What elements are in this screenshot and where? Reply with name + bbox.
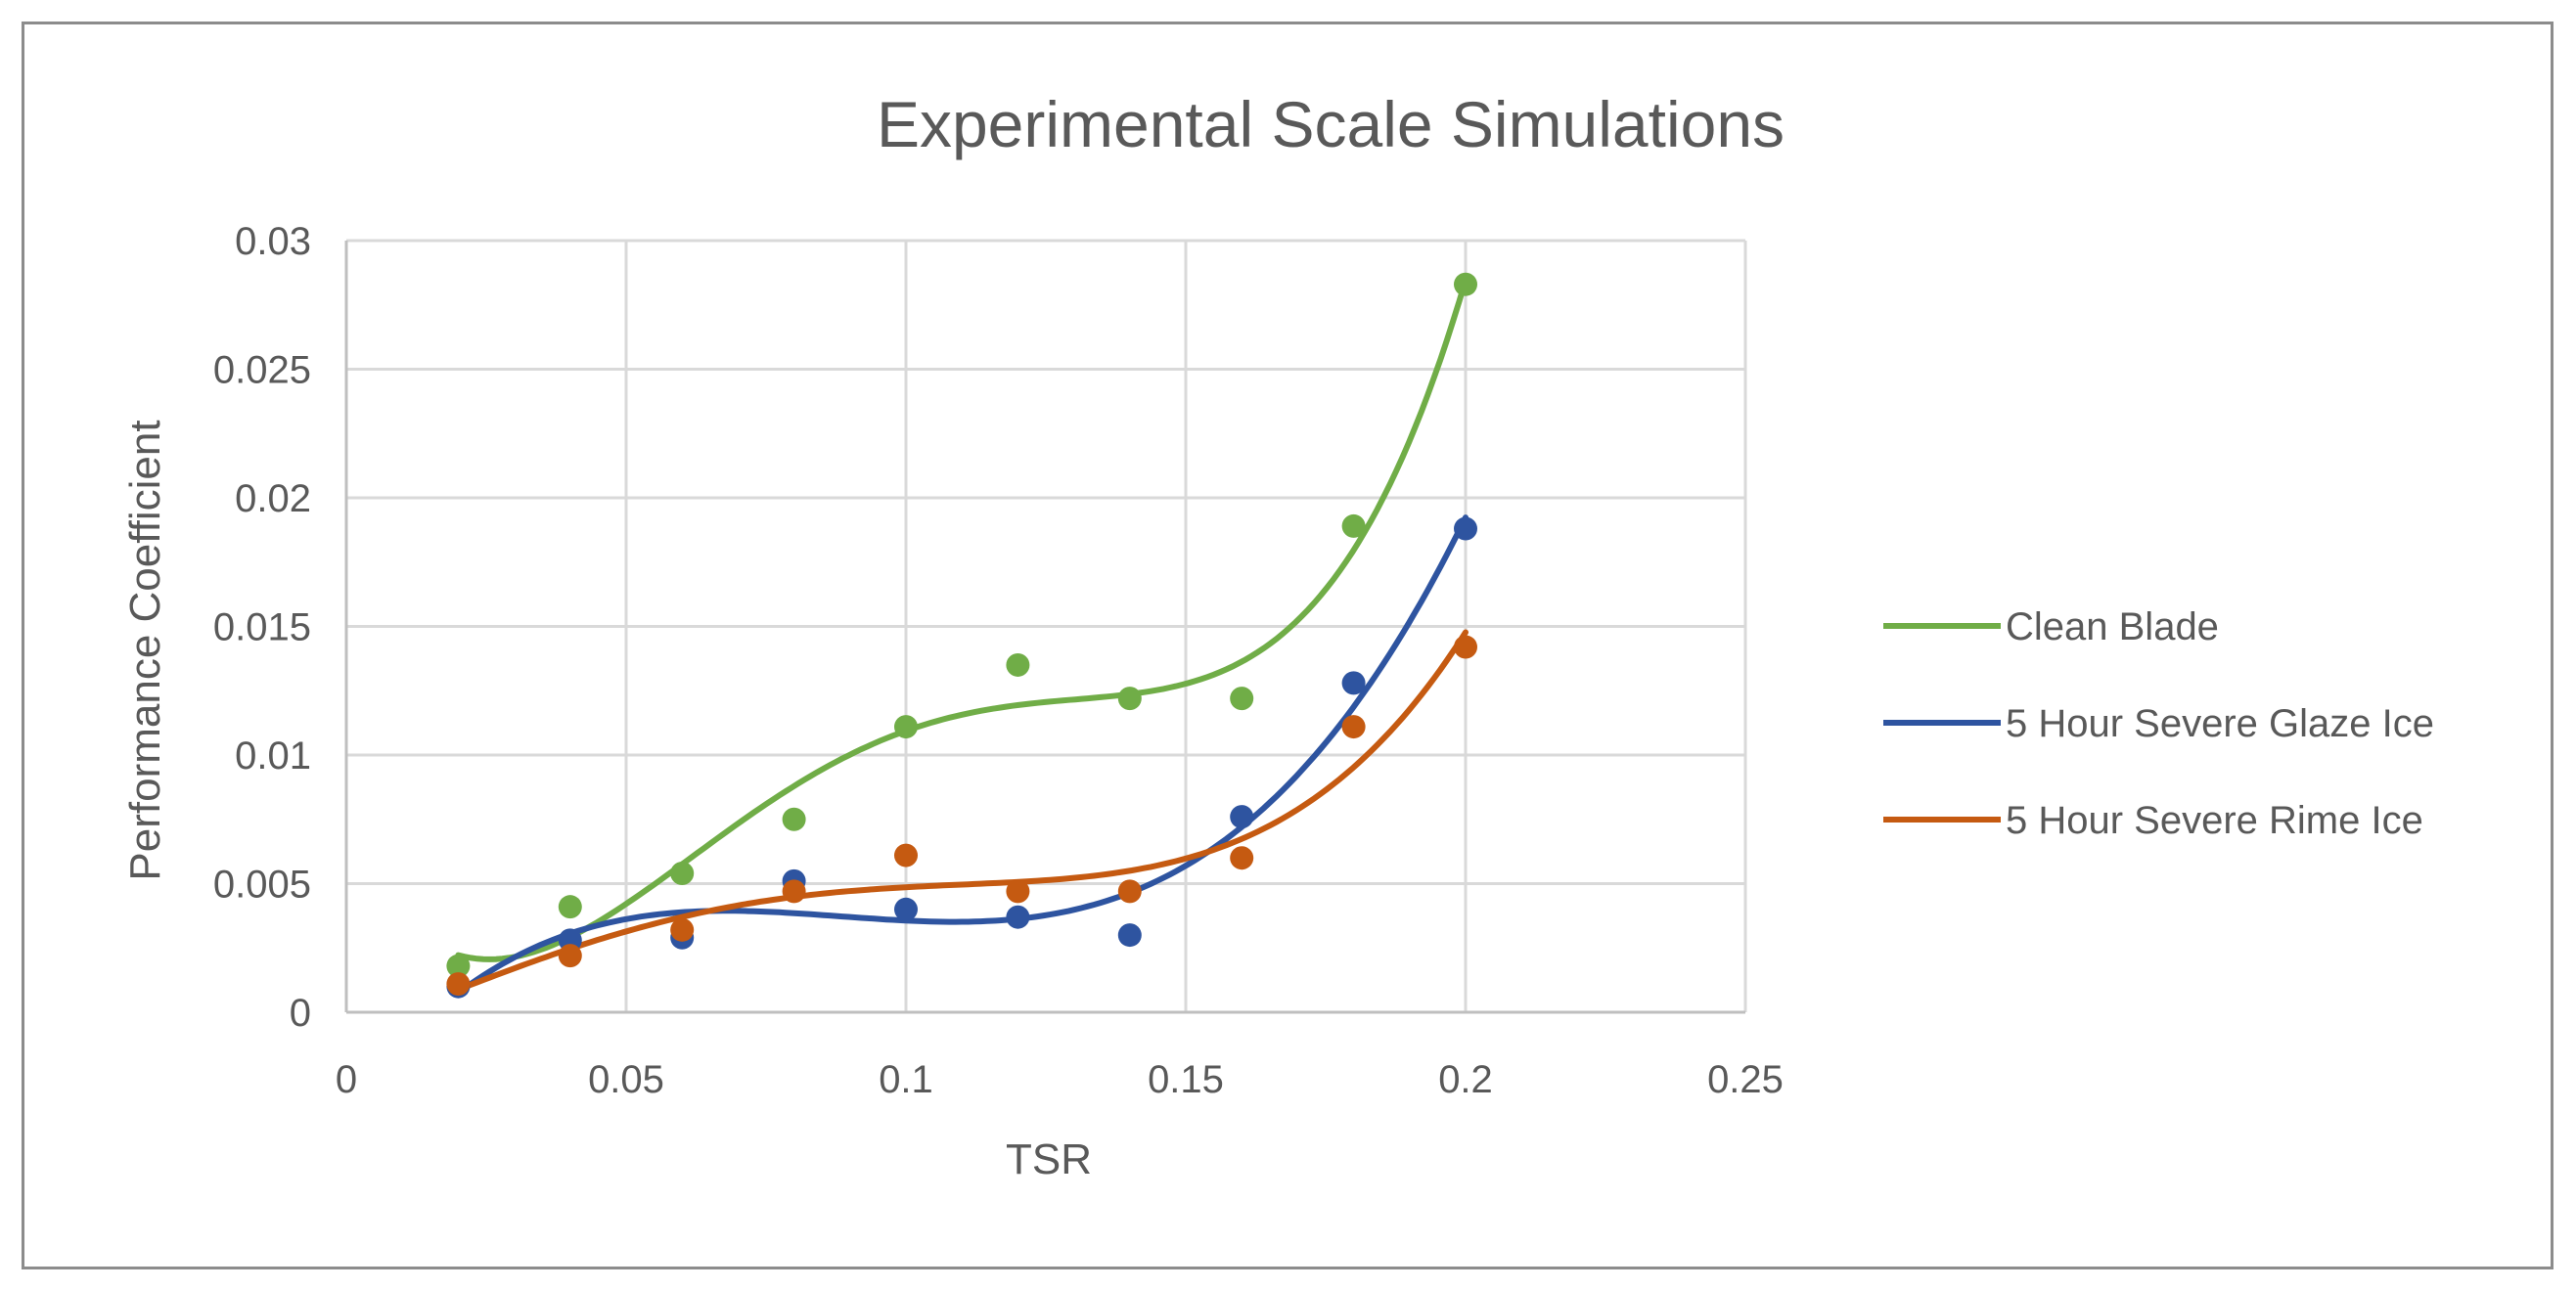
data-point-clean-blade — [782, 807, 806, 831]
grid-layer — [346, 239, 1747, 1014]
data-point-5-hour-severe-rime-ice — [558, 944, 582, 968]
trendline-5-hour-severe-glaze-ice — [455, 514, 1469, 997]
y-tick-label: 0.025 — [213, 349, 311, 392]
data-point-clean-blade — [1117, 687, 1142, 711]
trendline-5-hour-severe-rime-ice — [455, 629, 1469, 993]
data-point-5-hour-severe-rime-ice — [1341, 715, 1366, 739]
y-tick-label: 0.01 — [235, 734, 311, 778]
legend-label-5-hour-severe-glaze-ice: 5 Hour Severe Glaze Ice — [2006, 702, 2434, 745]
data-point-clean-blade — [1341, 513, 1366, 538]
data-point-5-hour-severe-glaze-ice — [1006, 905, 1030, 929]
x-tick-label: 0 — [336, 1058, 357, 1101]
data-point-5-hour-severe-rime-ice — [894, 843, 918, 867]
x-tick-label: 0.15 — [1148, 1058, 1224, 1101]
chart-frame: 0 0.005 0.01 0.015 0.02 0.025 0.03 0 0.05 0.1 0.15… — [22, 22, 2553, 1269]
data-point-5-hour-severe-rime-ice — [1454, 635, 1477, 659]
data-point-5-hour-severe-glaze-ice — [1230, 805, 1254, 829]
chart-svg: 0 0.005 0.01 0.015 0.02 0.025 0.03 0 0.05 0.1 0.15… — [121, 88, 2434, 1183]
data-point-5-hour-severe-rime-ice — [446, 972, 471, 997]
data-point-5-hour-severe-rime-ice — [1006, 879, 1030, 904]
point-layer — [446, 272, 1477, 999]
trendline-clean-blade — [455, 277, 1469, 962]
legend: Clean Blade 5 Hour Severe Glaze Ice 5 Hour… — [1883, 605, 2434, 842]
x-tick-label: 0.05 — [588, 1058, 664, 1101]
data-point-clean-blade — [1454, 272, 1477, 296]
x-tick-label: 0.1 — [879, 1058, 933, 1101]
y-tick-label: 0.03 — [235, 220, 311, 263]
y-tick-label: 0 — [290, 992, 311, 1035]
y-tick-label: 0.015 — [213, 606, 311, 649]
data-point-clean-blade — [670, 861, 695, 885]
data-point-5-hour-severe-glaze-ice — [1454, 516, 1477, 541]
data-point-5-hour-severe-glaze-ice — [894, 897, 918, 921]
data-point-clean-blade — [1006, 652, 1030, 677]
x-tick-label: 0.25 — [1707, 1058, 1784, 1101]
data-point-clean-blade — [1230, 687, 1254, 711]
data-point-clean-blade — [446, 954, 471, 978]
x-axis-title: TSR — [1006, 1135, 1092, 1183]
legend-label-5-hour-severe-rime-ice: 5 Hour Severe Rime Ice — [2006, 799, 2423, 842]
data-point-5-hour-severe-rime-ice — [782, 879, 806, 904]
data-point-5-hour-severe-glaze-ice — [1341, 671, 1366, 695]
data-point-5-hour-severe-rime-ice — [1230, 846, 1254, 870]
chart-title: Experimental Scale Simulations — [877, 88, 1785, 160]
data-point-clean-blade — [894, 715, 918, 739]
curve-layer — [455, 277, 1469, 997]
axis-layer: 0 0.005 0.01 0.015 0.02 0.025 0.03 0 0.05 0.1 0.15… — [213, 220, 1784, 1101]
data-point-clean-blade — [558, 895, 582, 919]
data-point-5-hour-severe-glaze-ice — [1117, 923, 1142, 948]
data-point-5-hour-severe-rime-ice — [1117, 879, 1142, 904]
y-tick-label: 0.02 — [235, 477, 311, 520]
y-axis-title: Performance Coefficient — [121, 420, 169, 880]
y-tick-label: 0.005 — [213, 864, 311, 907]
data-point-5-hour-severe-rime-ice — [670, 917, 695, 942]
legend-label-clean-blade: Clean Blade — [2006, 605, 2219, 648]
x-tick-label: 0.2 — [1438, 1058, 1493, 1101]
